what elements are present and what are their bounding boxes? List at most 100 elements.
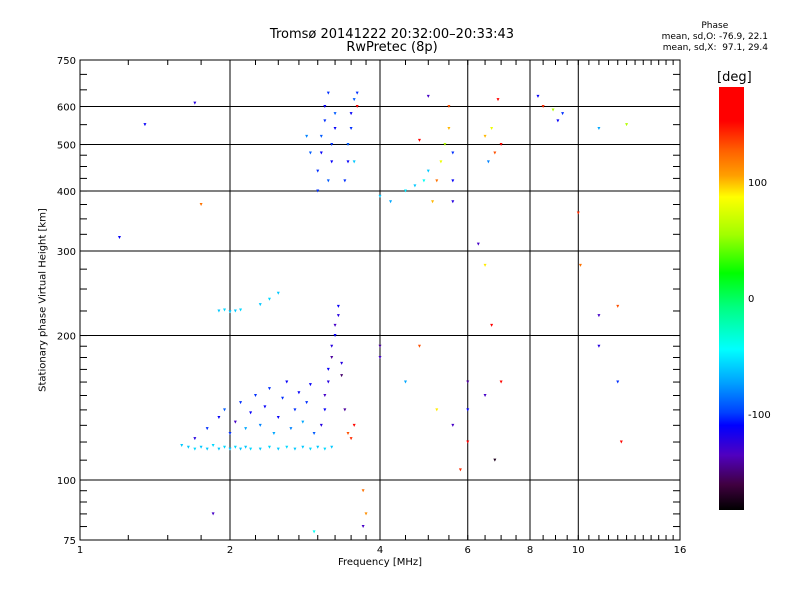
data-point [193, 101, 197, 105]
data-point [536, 94, 540, 98]
data-point [451, 179, 455, 183]
stats-heading: Phase [701, 21, 729, 31]
data-point [308, 447, 312, 451]
data-point [458, 468, 462, 472]
colorbar-tick-label: 0 [748, 294, 755, 305]
data-point [285, 445, 289, 449]
colorbar-unit: [deg] [717, 70, 752, 85]
y-tick-label: 500 [57, 141, 76, 152]
data-point [258, 303, 262, 307]
data-point [490, 126, 494, 130]
data-point [435, 179, 439, 183]
data-point [333, 112, 337, 116]
colorbar [719, 87, 744, 510]
chart-subtitle: RwPretec (8p) [346, 40, 438, 55]
data-point [451, 423, 455, 427]
data-point [205, 447, 209, 451]
data-point [378, 194, 382, 198]
data-point [625, 123, 629, 127]
data-point [403, 380, 407, 384]
data-point [244, 427, 248, 431]
data-point [267, 297, 271, 301]
data-point [223, 445, 227, 449]
y-tick-label: 100 [57, 476, 76, 487]
data-point [281, 396, 285, 400]
data-point [483, 134, 487, 138]
data-point [239, 308, 243, 312]
data-point [352, 160, 356, 164]
data-point [616, 304, 620, 308]
data-point [483, 394, 487, 398]
data-point [319, 134, 323, 138]
stats-o-line: mean, sd,O: -76.9, 22.1 [661, 32, 768, 42]
data-point [355, 91, 359, 95]
data-point [426, 169, 430, 173]
data-point [233, 445, 237, 449]
data-point [466, 440, 470, 444]
x-tick-label: 10 [572, 545, 585, 556]
data-point [447, 105, 451, 109]
data-point [217, 447, 221, 451]
data-point [233, 309, 237, 313]
data-point [435, 408, 439, 412]
data-point [199, 445, 203, 449]
data-point [355, 105, 359, 109]
y-tick-label: 750 [57, 56, 76, 67]
data-point [349, 437, 353, 441]
data-point [447, 126, 451, 130]
data-point [493, 458, 497, 462]
data-point [258, 423, 262, 427]
y-tick-label: 600 [57, 103, 76, 114]
data-point [349, 112, 353, 116]
colorbar-tick-label: -100 [748, 410, 771, 421]
data-point [561, 112, 565, 116]
data-point [352, 98, 356, 102]
data-point [417, 344, 421, 348]
data-point [228, 432, 232, 436]
data-point [211, 444, 215, 448]
data-point [346, 160, 350, 164]
data-point [312, 432, 316, 436]
data-point [293, 408, 297, 412]
data-point [333, 323, 337, 327]
data-point [267, 445, 271, 449]
data-point [361, 489, 365, 493]
data-point [323, 119, 327, 123]
data-point [451, 151, 455, 155]
x-tick-label: 8 [527, 545, 533, 556]
data-point [576, 211, 580, 215]
x-tick-label: 4 [377, 545, 383, 556]
data-point [443, 143, 447, 147]
data-point [361, 525, 365, 529]
data-point [551, 108, 555, 112]
data-point [330, 143, 334, 147]
data-point [312, 530, 316, 534]
data-point [346, 432, 350, 436]
data-point [349, 126, 353, 130]
data-point [301, 420, 305, 424]
data-point [223, 308, 227, 312]
data-point [413, 184, 417, 188]
data-point [308, 383, 312, 387]
colorbar-tick-label: 100 [748, 178, 768, 189]
data-point [297, 391, 301, 395]
data-point [289, 427, 293, 431]
data-point [326, 367, 330, 371]
data-point [301, 445, 305, 449]
data-point [476, 242, 480, 246]
data-point [499, 380, 503, 384]
data-point [333, 126, 337, 130]
data-point [330, 160, 334, 164]
data-point [217, 309, 221, 313]
data-point [431, 200, 435, 204]
data-point [616, 380, 620, 384]
data-point [117, 236, 121, 240]
data-point [496, 98, 500, 102]
data-point [343, 408, 347, 412]
data-point [389, 200, 393, 204]
data-point [239, 447, 243, 451]
data-point [378, 344, 382, 348]
data-point [308, 151, 312, 155]
